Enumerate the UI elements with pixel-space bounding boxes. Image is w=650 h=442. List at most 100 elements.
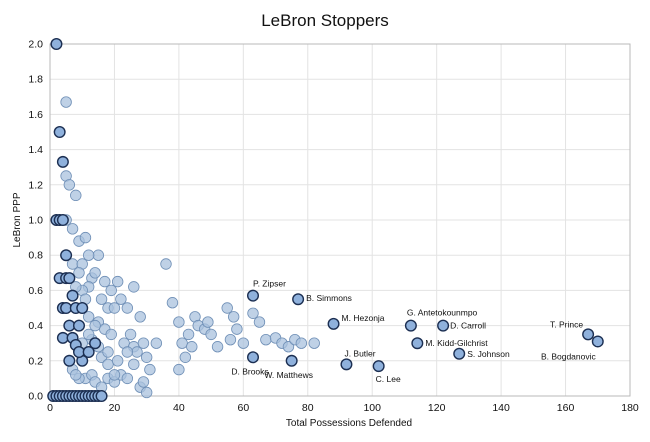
player-label: B. Simmons	[306, 293, 352, 303]
labeled-data-point	[340, 358, 353, 371]
data-point	[176, 337, 188, 349]
y-tick-label: 1.6	[28, 109, 43, 121]
data-point	[260, 333, 272, 346]
data-point	[99, 275, 111, 288]
highlighted-data-point	[76, 302, 89, 315]
data-point	[70, 369, 82, 381]
player-label: S. Johnson	[467, 349, 510, 359]
x-tick-label: 20	[109, 402, 121, 414]
labeled-data-point	[246, 289, 259, 302]
data-point	[105, 328, 117, 341]
data-point	[140, 351, 153, 363]
highlighted-data-point	[50, 38, 63, 51]
labeled-data-point	[246, 351, 259, 364]
data-point	[211, 341, 224, 353]
labeled-data-point	[404, 319, 417, 332]
x-axis-label: Total Possessions Defended	[286, 418, 412, 429]
highlighted-data-point	[63, 354, 76, 367]
y-tick-label: 0.4	[28, 320, 43, 332]
data-point	[121, 346, 134, 358]
labeled-data-point	[285, 354, 298, 367]
data-point	[102, 346, 114, 358]
data-point	[179, 351, 192, 363]
x-axis-ticks: 0 20 40 60 80 100 120 140 160 180	[47, 402, 639, 414]
y-axis-ticks: 0.0 0.2 0.4 0.6 0.8 1.0 1.2 1.4 1.6 1.8 2.0	[28, 39, 43, 403]
data-point	[237, 337, 250, 349]
player-label: C. Lee	[376, 374, 401, 384]
highlighted-data-point	[82, 346, 95, 359]
data-point	[308, 337, 320, 349]
data-point	[131, 346, 143, 358]
data-point	[160, 258, 172, 270]
series-labeled-players	[246, 289, 604, 373]
data-point	[73, 267, 85, 279]
y-tick-label: 1.0	[28, 215, 43, 227]
data-point	[295, 337, 308, 349]
data-point	[282, 341, 295, 353]
y-tick-label: 0.6	[28, 285, 43, 297]
labeled-data-point	[292, 293, 305, 306]
data-point	[63, 179, 76, 191]
data-point	[134, 311, 146, 323]
data-point	[221, 302, 233, 314]
labeled-data-point	[411, 337, 424, 350]
data-point	[144, 363, 156, 376]
labeled-data-point	[327, 317, 340, 330]
highlighted-data-point	[53, 125, 66, 138]
highlighted-data-point	[95, 390, 108, 403]
labeled-data-point	[437, 319, 450, 332]
data-point	[60, 96, 72, 108]
x-tick-label: 0	[47, 402, 53, 414]
player-label: M. Hezonja	[342, 313, 385, 323]
y-tick-label: 1.2	[28, 179, 43, 191]
player-label: J. Butler	[344, 348, 375, 358]
x-tick-label: 180	[621, 402, 639, 414]
series-highlighted-players	[47, 38, 108, 403]
highlighted-data-point	[66, 289, 79, 302]
player-label: D. Carroll	[450, 321, 486, 331]
x-tick-label: 160	[557, 402, 575, 414]
plot-frame	[49, 43, 631, 397]
data-point	[115, 293, 127, 305]
x-tick-label: 40	[173, 402, 185, 414]
data-point	[253, 316, 266, 328]
data-point	[205, 328, 217, 341]
y-tick-label: 1.8	[28, 74, 43, 86]
player-label: B. Bogdanovic	[541, 351, 597, 361]
x-tick-label: 140	[492, 402, 510, 414]
data-point	[173, 316, 185, 328]
data-point	[102, 358, 114, 371]
data-point	[140, 386, 153, 399]
data-point	[111, 355, 124, 367]
x-tick-label: 60	[237, 402, 249, 414]
x-tick-label: 80	[302, 402, 314, 414]
data-point	[89, 319, 101, 332]
labeled-data-point	[582, 328, 595, 341]
x-tick-label: 120	[428, 402, 446, 414]
data-point	[82, 328, 95, 341]
highlighted-data-point	[89, 337, 102, 350]
player-annotations: P. Zipser B. Simmons M. Hezonja G. Antetoko…	[231, 279, 596, 384]
data-point	[231, 323, 243, 335]
data-point	[227, 311, 240, 323]
player-label: D. Brooks	[231, 366, 268, 376]
highlighted-data-point	[63, 272, 76, 285]
data-point	[247, 307, 259, 319]
labeled-data-point	[372, 360, 385, 373]
data-point	[79, 231, 92, 244]
highlighted-data-point	[56, 155, 69, 168]
labeled-data-point	[591, 335, 604, 348]
y-tick-label: 1.4	[28, 144, 43, 156]
player-label: M. Kidd-Gilchrist	[425, 338, 488, 348]
data-point	[128, 358, 140, 371]
y-tick-label: 0.2	[28, 355, 43, 367]
player-label: W. Matthews	[264, 370, 313, 380]
data-point	[82, 249, 95, 261]
data-point	[111, 275, 124, 288]
data-point	[202, 316, 214, 328]
data-point	[66, 223, 79, 235]
x-tick-label: 100	[363, 402, 381, 414]
data-point	[82, 311, 95, 323]
data-point	[95, 293, 108, 305]
data-point	[224, 333, 237, 346]
